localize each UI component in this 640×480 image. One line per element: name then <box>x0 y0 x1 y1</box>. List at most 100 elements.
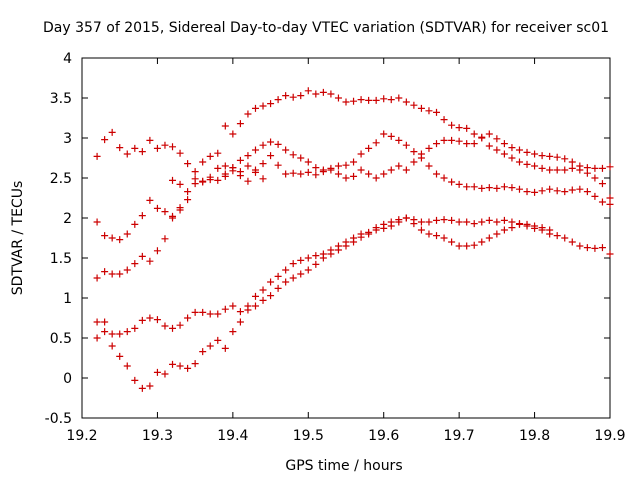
data-point-marker <box>538 152 546 160</box>
data-point-marker <box>259 141 267 149</box>
data-point-marker <box>425 107 433 115</box>
y-tick-label: -0.5 <box>45 411 72 427</box>
x-tick-label: 19.8 <box>519 428 550 444</box>
data-point-marker <box>470 220 478 228</box>
data-point-marker <box>297 256 305 264</box>
data-point-marker <box>282 146 290 154</box>
data-point-marker <box>108 330 116 338</box>
data-point-marker <box>176 149 184 157</box>
y-tick-label: 2.5 <box>50 171 72 187</box>
data-point-marker <box>508 144 516 152</box>
data-point-marker <box>448 216 456 224</box>
data-point-marker <box>108 234 116 242</box>
data-point-marker <box>463 140 471 148</box>
data-point-marker <box>191 360 199 368</box>
data-point-marker <box>425 162 433 170</box>
data-point-marker <box>169 176 177 184</box>
y-tick-label: 0 <box>63 371 72 387</box>
data-point-marker <box>455 218 463 226</box>
data-point-marker <box>546 166 554 174</box>
data-point-marker <box>387 132 395 140</box>
data-point-marker <box>350 97 358 105</box>
data-point-marker <box>606 250 614 258</box>
data-point-marker <box>153 247 161 255</box>
data-point-marker <box>214 310 222 318</box>
data-point-marker <box>267 138 275 146</box>
data-point-marker <box>433 232 441 240</box>
data-point-marker <box>199 178 207 186</box>
data-point-marker <box>440 136 448 144</box>
data-point-marker <box>267 100 275 108</box>
data-point-marker <box>425 144 433 152</box>
data-point-marker <box>221 162 229 170</box>
data-point-marker <box>176 206 184 214</box>
data-point-marker <box>387 218 395 226</box>
data-point-marker <box>108 128 116 136</box>
data-point-marker <box>357 166 365 174</box>
data-point-marker <box>93 318 101 326</box>
data-point-marker <box>463 242 471 250</box>
data-point-marker <box>146 314 154 322</box>
data-point-marker <box>176 362 184 370</box>
data-point-marker <box>244 302 252 310</box>
data-point-marker <box>259 102 267 110</box>
data-point-marker <box>123 230 131 238</box>
data-point-marker <box>576 242 584 250</box>
data-point-marker <box>561 166 569 174</box>
data-point-marker <box>221 344 229 352</box>
series-g <box>93 214 614 338</box>
data-point-marker <box>417 104 425 112</box>
data-point-marker <box>470 241 478 249</box>
data-point-marker <box>372 139 380 147</box>
data-point-marker <box>425 230 433 238</box>
data-point-marker <box>440 116 448 124</box>
x-tick-label: 19.5 <box>293 428 324 444</box>
data-point-marker <box>244 162 252 170</box>
data-point-marker <box>448 136 456 144</box>
data-point-marker <box>500 226 508 234</box>
data-point-marker <box>523 148 531 156</box>
data-point-marker <box>131 220 139 228</box>
data-point-marker <box>161 208 169 216</box>
data-point-marker <box>169 324 177 332</box>
data-point-marker <box>583 244 591 252</box>
data-point-marker <box>327 166 335 174</box>
data-point-marker <box>236 308 244 316</box>
data-point-marker <box>123 362 131 370</box>
data-point-marker <box>448 121 456 129</box>
data-point-marker <box>282 266 290 274</box>
data-point-marker <box>515 220 523 228</box>
data-point-marker <box>108 342 116 350</box>
data-point-marker <box>372 224 380 232</box>
data-point-marker <box>380 95 388 103</box>
y-axis: -0.5 0 0.5 1 1.5 2 2.5 3 3.5 4 <box>45 51 610 427</box>
data-point-marker <box>433 108 441 116</box>
data-point-marker <box>282 92 290 100</box>
data-point-marker <box>485 142 493 150</box>
data-point-marker <box>289 151 297 159</box>
data-point-marker <box>251 292 259 300</box>
data-point-marker <box>101 328 109 336</box>
data-point-marker <box>214 336 222 344</box>
data-point-marker <box>251 104 259 112</box>
data-point-marker <box>561 188 569 196</box>
plot-area <box>81 57 611 419</box>
data-point-marker <box>161 322 169 330</box>
plot-border <box>81 57 611 419</box>
data-point-marker <box>334 242 342 250</box>
data-point-marker <box>221 122 229 130</box>
data-point-marker <box>553 187 561 195</box>
data-point-marker <box>312 171 320 179</box>
data-point-marker <box>289 93 297 101</box>
data-point-marker <box>463 183 471 191</box>
data-point-marker <box>478 133 486 141</box>
data-point-marker <box>568 238 576 246</box>
data-point-marker <box>101 318 109 326</box>
series-d <box>221 87 614 172</box>
data-point-marker <box>259 286 267 294</box>
data-point-marker <box>546 185 554 193</box>
data-point-marker <box>598 180 606 188</box>
data-point-marker <box>221 172 229 180</box>
data-point-marker <box>319 88 327 96</box>
data-point-marker <box>116 270 124 278</box>
